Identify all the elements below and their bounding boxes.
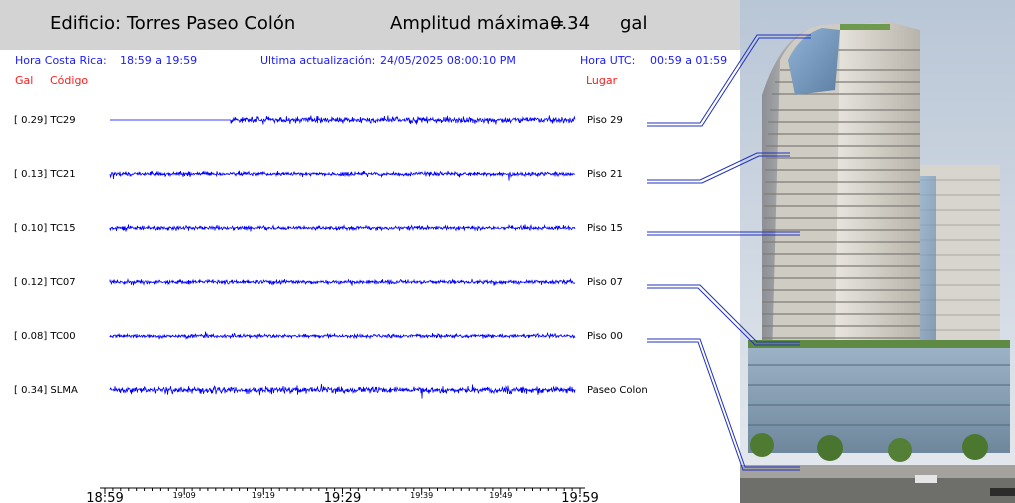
column-gal: Gal [15, 74, 34, 87]
place-label-piso-00: Piso 00 [587, 331, 623, 342]
header-bar: Edificio: Torres Paseo Colón Amplitud má… [0, 0, 740, 50]
time-tick-label: 19:39 [410, 491, 433, 500]
max-amplitude-unit: gal [620, 13, 648, 34]
column-code: Código [50, 74, 89, 87]
time-tick-label: 19:29 [324, 491, 361, 503]
place-label-piso-21: Piso 21 [587, 169, 623, 180]
channel-label-tc29: [ 0.29] TC29 [14, 115, 76, 126]
local-time-label: Hora Costa Rica: [15, 54, 107, 67]
channel-label-tc15: [ 0.10] TC15 [14, 223, 76, 234]
building-title: Edificio: Torres Paseo Colón [50, 13, 295, 34]
place-label-piso-07: Piso 07 [587, 277, 623, 288]
utc-time-label: Hora UTC: [580, 54, 636, 67]
max-amplitude-label: Amplitud máxima= [390, 13, 565, 34]
time-tick-label: 19:59 [561, 491, 598, 503]
channel-label-tc21: [ 0.13] TC21 [14, 169, 76, 180]
update-value: 24/05/2025 08:00:10 PM [380, 54, 516, 67]
max-amplitude-value: 0.34 [550, 13, 591, 34]
channel-label-tc00: [ 0.08] TC00 [14, 331, 76, 342]
local-time-range: 18:59 a 19:59 [120, 54, 198, 67]
channel-label-tc07: [ 0.12] TC07 [14, 277, 76, 288]
time-tick-label: 19:09 [173, 491, 196, 500]
building-label: Edificio: [50, 13, 122, 34]
building-name: Torres Paseo Colón [126, 13, 296, 34]
seismogram-plot: 18:59 19:09 19:19 19:29 19:39 19:49 19:59 [86, 115, 599, 503]
place-label-paseo-colon: Paseo Colon [587, 385, 648, 396]
trace-tc29 [110, 115, 576, 125]
time-tick-label: 18:59 [86, 491, 123, 503]
trace-tc00 [109, 331, 576, 340]
building-illustration [740, 0, 1015, 503]
trace-tc15 [109, 224, 576, 232]
update-label: Ultima actualización: [260, 54, 376, 67]
column-place: Lugar [586, 74, 618, 87]
place-label-piso-15: Piso 15 [587, 223, 623, 234]
time-tick-label: 19:19 [252, 491, 275, 500]
channel-label-slma: [ 0.34] SLMA [14, 385, 78, 396]
trace-slma [109, 383, 576, 399]
place-label-piso-29: Piso 29 [587, 115, 623, 126]
time-tick-label: 19:49 [489, 491, 512, 500]
trace-tc21 [109, 170, 576, 181]
trace-tc07 [109, 277, 576, 286]
